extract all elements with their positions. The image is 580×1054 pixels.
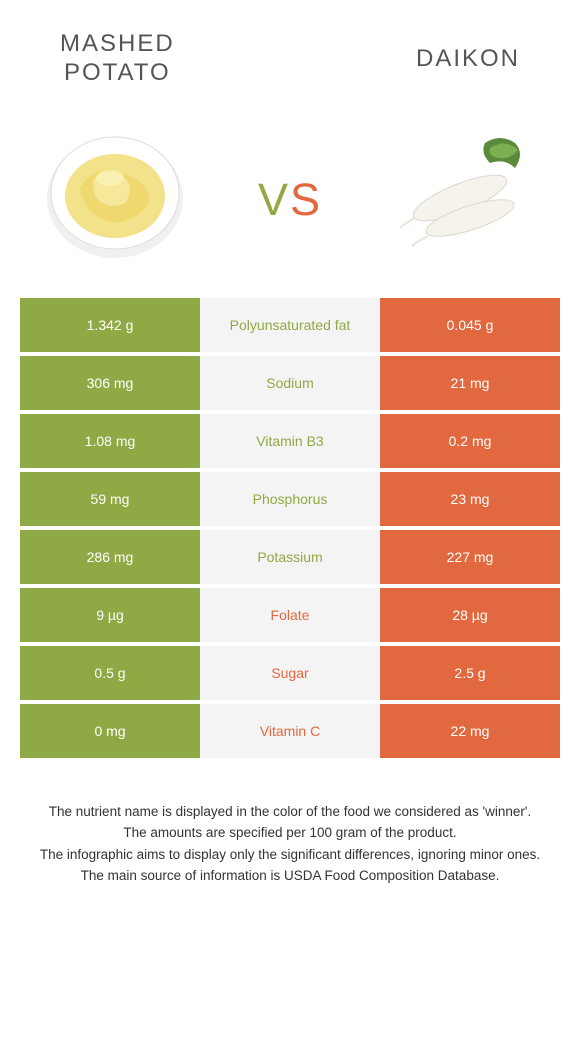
value-right: 22 mg <box>380 704 560 762</box>
table-row: 0 mgVitamin C22 mg <box>20 704 560 762</box>
value-right: 227 mg <box>380 530 560 588</box>
vs-label: vs <box>258 156 322 230</box>
value-right: 23 mg <box>380 472 560 530</box>
table-row: 0.5 gSugar2.5 g <box>20 646 560 704</box>
title-left-line1: Mashed <box>60 30 175 59</box>
nutrient-label: Sugar <box>200 646 380 704</box>
footnote-line: The infographic aims to display only the… <box>30 845 550 865</box>
footnotes: The nutrient name is displayed in the co… <box>0 762 580 886</box>
table-row: 9 µgFolate28 µg <box>20 588 560 646</box>
value-right: 21 mg <box>380 356 560 414</box>
footnote-line: The main source of information is USDA F… <box>30 866 550 886</box>
value-left: 0.5 g <box>20 646 200 704</box>
nutrient-label: Phosphorus <box>200 472 380 530</box>
value-left: 0 mg <box>20 704 200 762</box>
value-right: 28 µg <box>380 588 560 646</box>
title-right: Daikon <box>416 45 520 73</box>
vs-v: v <box>258 157 290 229</box>
value-left: 59 mg <box>20 472 200 530</box>
table-row: 59 mgPhosphorus23 mg <box>20 472 560 530</box>
nutrient-table: 1.342 gPolyunsaturated fat0.045 g306 mgS… <box>20 298 560 762</box>
table-row: 1.08 mgVitamin B30.2 mg <box>20 414 560 472</box>
mashed-potato-image <box>40 118 190 268</box>
nutrient-label: Polyunsaturated fat <box>200 298 380 356</box>
table-row: 286 mgPotassium227 mg <box>20 530 560 588</box>
nutrient-label: Potassium <box>200 530 380 588</box>
value-right: 2.5 g <box>380 646 560 704</box>
nutrient-label: Folate <box>200 588 380 646</box>
nutrient-label: Vitamin B3 <box>200 414 380 472</box>
daikon-image <box>390 118 540 268</box>
value-left: 9 µg <box>20 588 200 646</box>
images-row: vs <box>0 98 580 298</box>
value-left: 306 mg <box>20 356 200 414</box>
title-left: Mashed potato <box>60 30 175 88</box>
table-row: 306 mgSodium21 mg <box>20 356 560 414</box>
value-right: 0.045 g <box>380 298 560 356</box>
footnote-line: The amounts are specified per 100 gram o… <box>30 823 550 843</box>
vs-s: s <box>290 157 322 229</box>
value-left: 1.342 g <box>20 298 200 356</box>
value-right: 0.2 mg <box>380 414 560 472</box>
value-left: 286 mg <box>20 530 200 588</box>
nutrient-label: Sodium <box>200 356 380 414</box>
header: Mashed potato Daikon <box>0 0 580 98</box>
table-row: 1.342 gPolyunsaturated fat0.045 g <box>20 298 560 356</box>
value-left: 1.08 mg <box>20 414 200 472</box>
footnote-line: The nutrient name is displayed in the co… <box>30 802 550 822</box>
title-left-line2: potato <box>60 59 175 88</box>
nutrient-label: Vitamin C <box>200 704 380 762</box>
